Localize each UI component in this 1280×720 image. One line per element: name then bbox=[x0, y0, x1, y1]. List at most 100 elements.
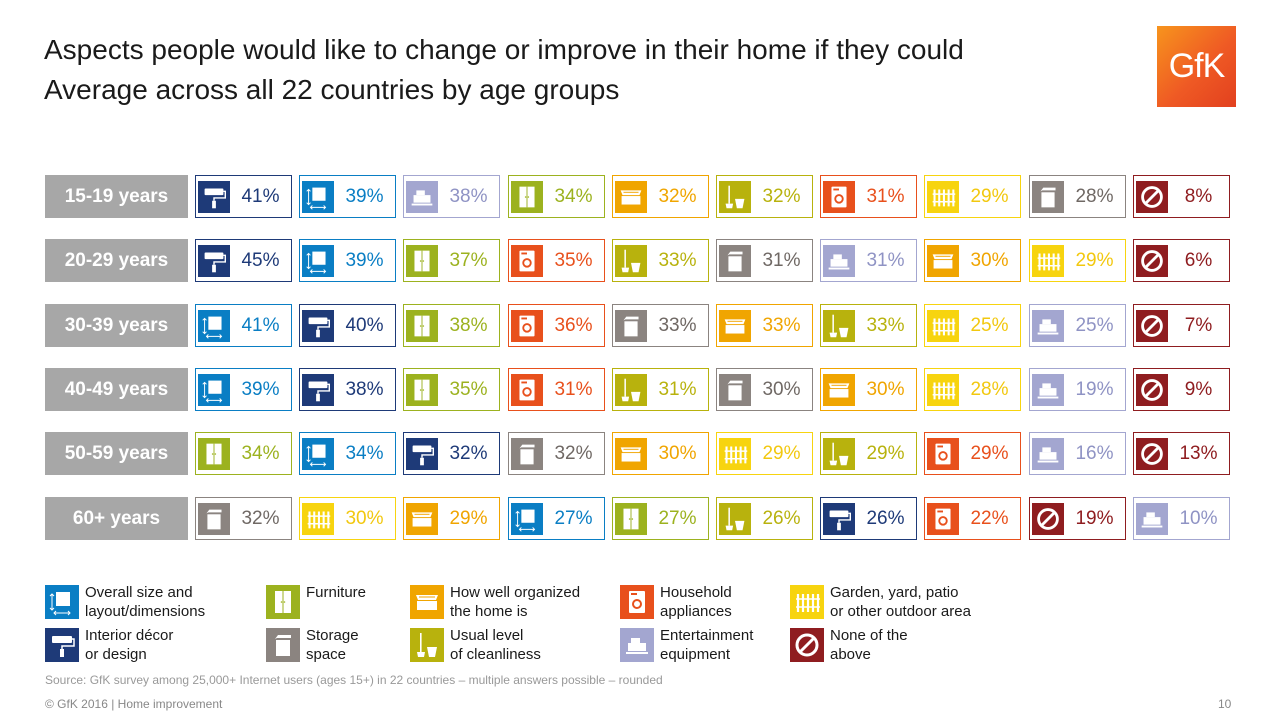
data-cell-organized: 30% bbox=[924, 239, 1021, 282]
legend-item-appliances: Household appliances bbox=[620, 583, 840, 623]
percent-value: 29% bbox=[762, 442, 801, 464]
percent-value: 32% bbox=[658, 185, 697, 207]
data-cell-decor: 45% bbox=[195, 239, 292, 282]
broom-bucket-icon bbox=[717, 498, 753, 539]
data-cell-size: 34% bbox=[299, 432, 396, 475]
paint-roller-icon bbox=[300, 369, 336, 410]
prohibited-icon bbox=[1030, 498, 1066, 539]
percent-value: 16% bbox=[1075, 442, 1114, 464]
paint-roller-icon bbox=[821, 498, 857, 539]
data-cell-garden: 28% bbox=[924, 368, 1021, 411]
storage-box-icon bbox=[717, 369, 753, 410]
prohibited-icon bbox=[1134, 305, 1170, 346]
percent-value: 35% bbox=[449, 378, 488, 400]
legend-label-line-2: above bbox=[830, 646, 871, 663]
percent-value: 30% bbox=[762, 378, 801, 400]
percent-value: 37% bbox=[449, 249, 488, 271]
legend-label: Overall size and layout/dimensions bbox=[85, 583, 245, 621]
data-cell-storage: 32% bbox=[195, 497, 292, 540]
percent-value: 29% bbox=[1075, 249, 1114, 271]
percent-value: 41% bbox=[241, 185, 280, 207]
broom-bucket-icon bbox=[613, 369, 649, 410]
page-number: 10 bbox=[1218, 697, 1232, 711]
prohibited-icon bbox=[1134, 369, 1170, 410]
storage-box-icon bbox=[196, 498, 232, 539]
legend-label-line-2: of cleanliness bbox=[450, 646, 541, 663]
legend-label-line-1: Furniture bbox=[306, 584, 367, 601]
legend-label: Entertainment equipment bbox=[660, 626, 820, 664]
data-cell-furniture: 27% bbox=[612, 497, 709, 540]
data-cell-cleanliness: 26% bbox=[716, 497, 813, 540]
layout-icon bbox=[196, 369, 232, 410]
wardrobe-icon bbox=[404, 305, 440, 346]
footer-text: © GfK 2016 | Home improvement bbox=[45, 697, 223, 711]
legend-label-line-2: appliances bbox=[660, 603, 732, 620]
percent-value: 30% bbox=[866, 378, 905, 400]
table-row: 15-19 years 41% 39% 38% 34% 32% 32% 31% 29% 28% 8% bbox=[45, 175, 1235, 218]
data-cell-organized: 30% bbox=[612, 432, 709, 475]
legend-label-line-1: Household bbox=[660, 584, 732, 601]
drawer-icon bbox=[613, 433, 649, 474]
legend-item-storage: Storage space bbox=[266, 626, 486, 666]
percent-value: 27% bbox=[554, 507, 593, 529]
percent-value: 35% bbox=[554, 249, 593, 271]
legend-label: Garden, yard, patio or other outdoor area bbox=[830, 583, 990, 621]
fence-icon bbox=[790, 585, 824, 619]
percent-value: 32% bbox=[554, 442, 593, 464]
gfk-logo: GfK bbox=[1157, 26, 1236, 107]
data-cell-decor: 32% bbox=[403, 432, 500, 475]
paint-roller-icon bbox=[404, 433, 440, 474]
layout-icon bbox=[45, 585, 79, 619]
percent-value: 31% bbox=[762, 249, 801, 271]
storage-box-icon bbox=[613, 305, 649, 346]
legend-label-line-1: Usual level bbox=[450, 627, 524, 644]
percent-value: 27% bbox=[658, 507, 697, 529]
age-group-label: 20-29 years bbox=[45, 239, 188, 282]
percent-value: 31% bbox=[554, 378, 593, 400]
data-cell-furniture: 37% bbox=[403, 239, 500, 282]
percent-value: 10% bbox=[1179, 507, 1218, 529]
legend-item-entertainment: Entertainment equipment bbox=[620, 626, 840, 666]
data-cell-appliances: 35% bbox=[508, 239, 605, 282]
data-cell-appliances: 29% bbox=[924, 432, 1021, 475]
legend-label-line-2: or other outdoor area bbox=[830, 603, 971, 620]
percent-value: 29% bbox=[970, 185, 1009, 207]
legend-item-cleanliness: Usual level of cleanliness bbox=[410, 626, 630, 666]
drawer-icon bbox=[410, 585, 444, 619]
page-title: Aspects people would like to change or i… bbox=[44, 30, 964, 110]
legend-label-line-2: or design bbox=[85, 646, 147, 663]
percent-value: 26% bbox=[762, 507, 801, 529]
data-cell-size: 39% bbox=[299, 175, 396, 218]
age-group-label: 40-49 years bbox=[45, 368, 188, 411]
legend-label-line-2: space bbox=[306, 646, 347, 663]
percent-value: 33% bbox=[658, 314, 697, 336]
washing-machine-icon bbox=[925, 498, 961, 539]
data-cell-garden: 29% bbox=[716, 432, 813, 475]
legend-item-size: Overall size and layout/dimensions bbox=[45, 583, 265, 623]
legend-label-line-2: equipment bbox=[660, 646, 731, 663]
age-group-label: 30-39 years bbox=[45, 304, 188, 347]
percent-value: 7% bbox=[1184, 314, 1213, 336]
drawer-icon bbox=[613, 176, 649, 217]
table-row: 50-59 years 34% 34% 32% 32% 30% 29% 29% 29% 16% 13… bbox=[45, 432, 1235, 475]
percent-value: 31% bbox=[866, 185, 905, 207]
washing-machine-icon bbox=[509, 240, 545, 281]
legend-item-organized: How well organized the home is bbox=[410, 583, 630, 623]
fence-icon bbox=[925, 176, 961, 217]
age-group-label: 50-59 years bbox=[45, 432, 188, 475]
table-row: 30-39 years 41% 40% 38% 36% 33% 33% 33% 25% 25% 7% bbox=[45, 304, 1235, 347]
data-cell-organized: 30% bbox=[820, 368, 917, 411]
washing-machine-icon bbox=[821, 176, 857, 217]
legend-label-line-1: Entertainment bbox=[660, 627, 754, 644]
tv-equipment-icon bbox=[404, 176, 440, 217]
logo-text: GfK bbox=[1168, 47, 1226, 85]
data-cell-entertainment: 10% bbox=[1133, 497, 1230, 540]
drawer-icon bbox=[717, 305, 753, 346]
tv-equipment-icon bbox=[1030, 369, 1066, 410]
broom-bucket-icon bbox=[410, 628, 444, 662]
title-line-1: Aspects people would like to change or i… bbox=[44, 34, 964, 65]
legend-label-line-2: layout/dimensions bbox=[85, 603, 206, 620]
data-cell-none: 13% bbox=[1133, 432, 1230, 475]
drawer-icon bbox=[404, 498, 440, 539]
data-cell-none: 9% bbox=[1133, 368, 1230, 411]
